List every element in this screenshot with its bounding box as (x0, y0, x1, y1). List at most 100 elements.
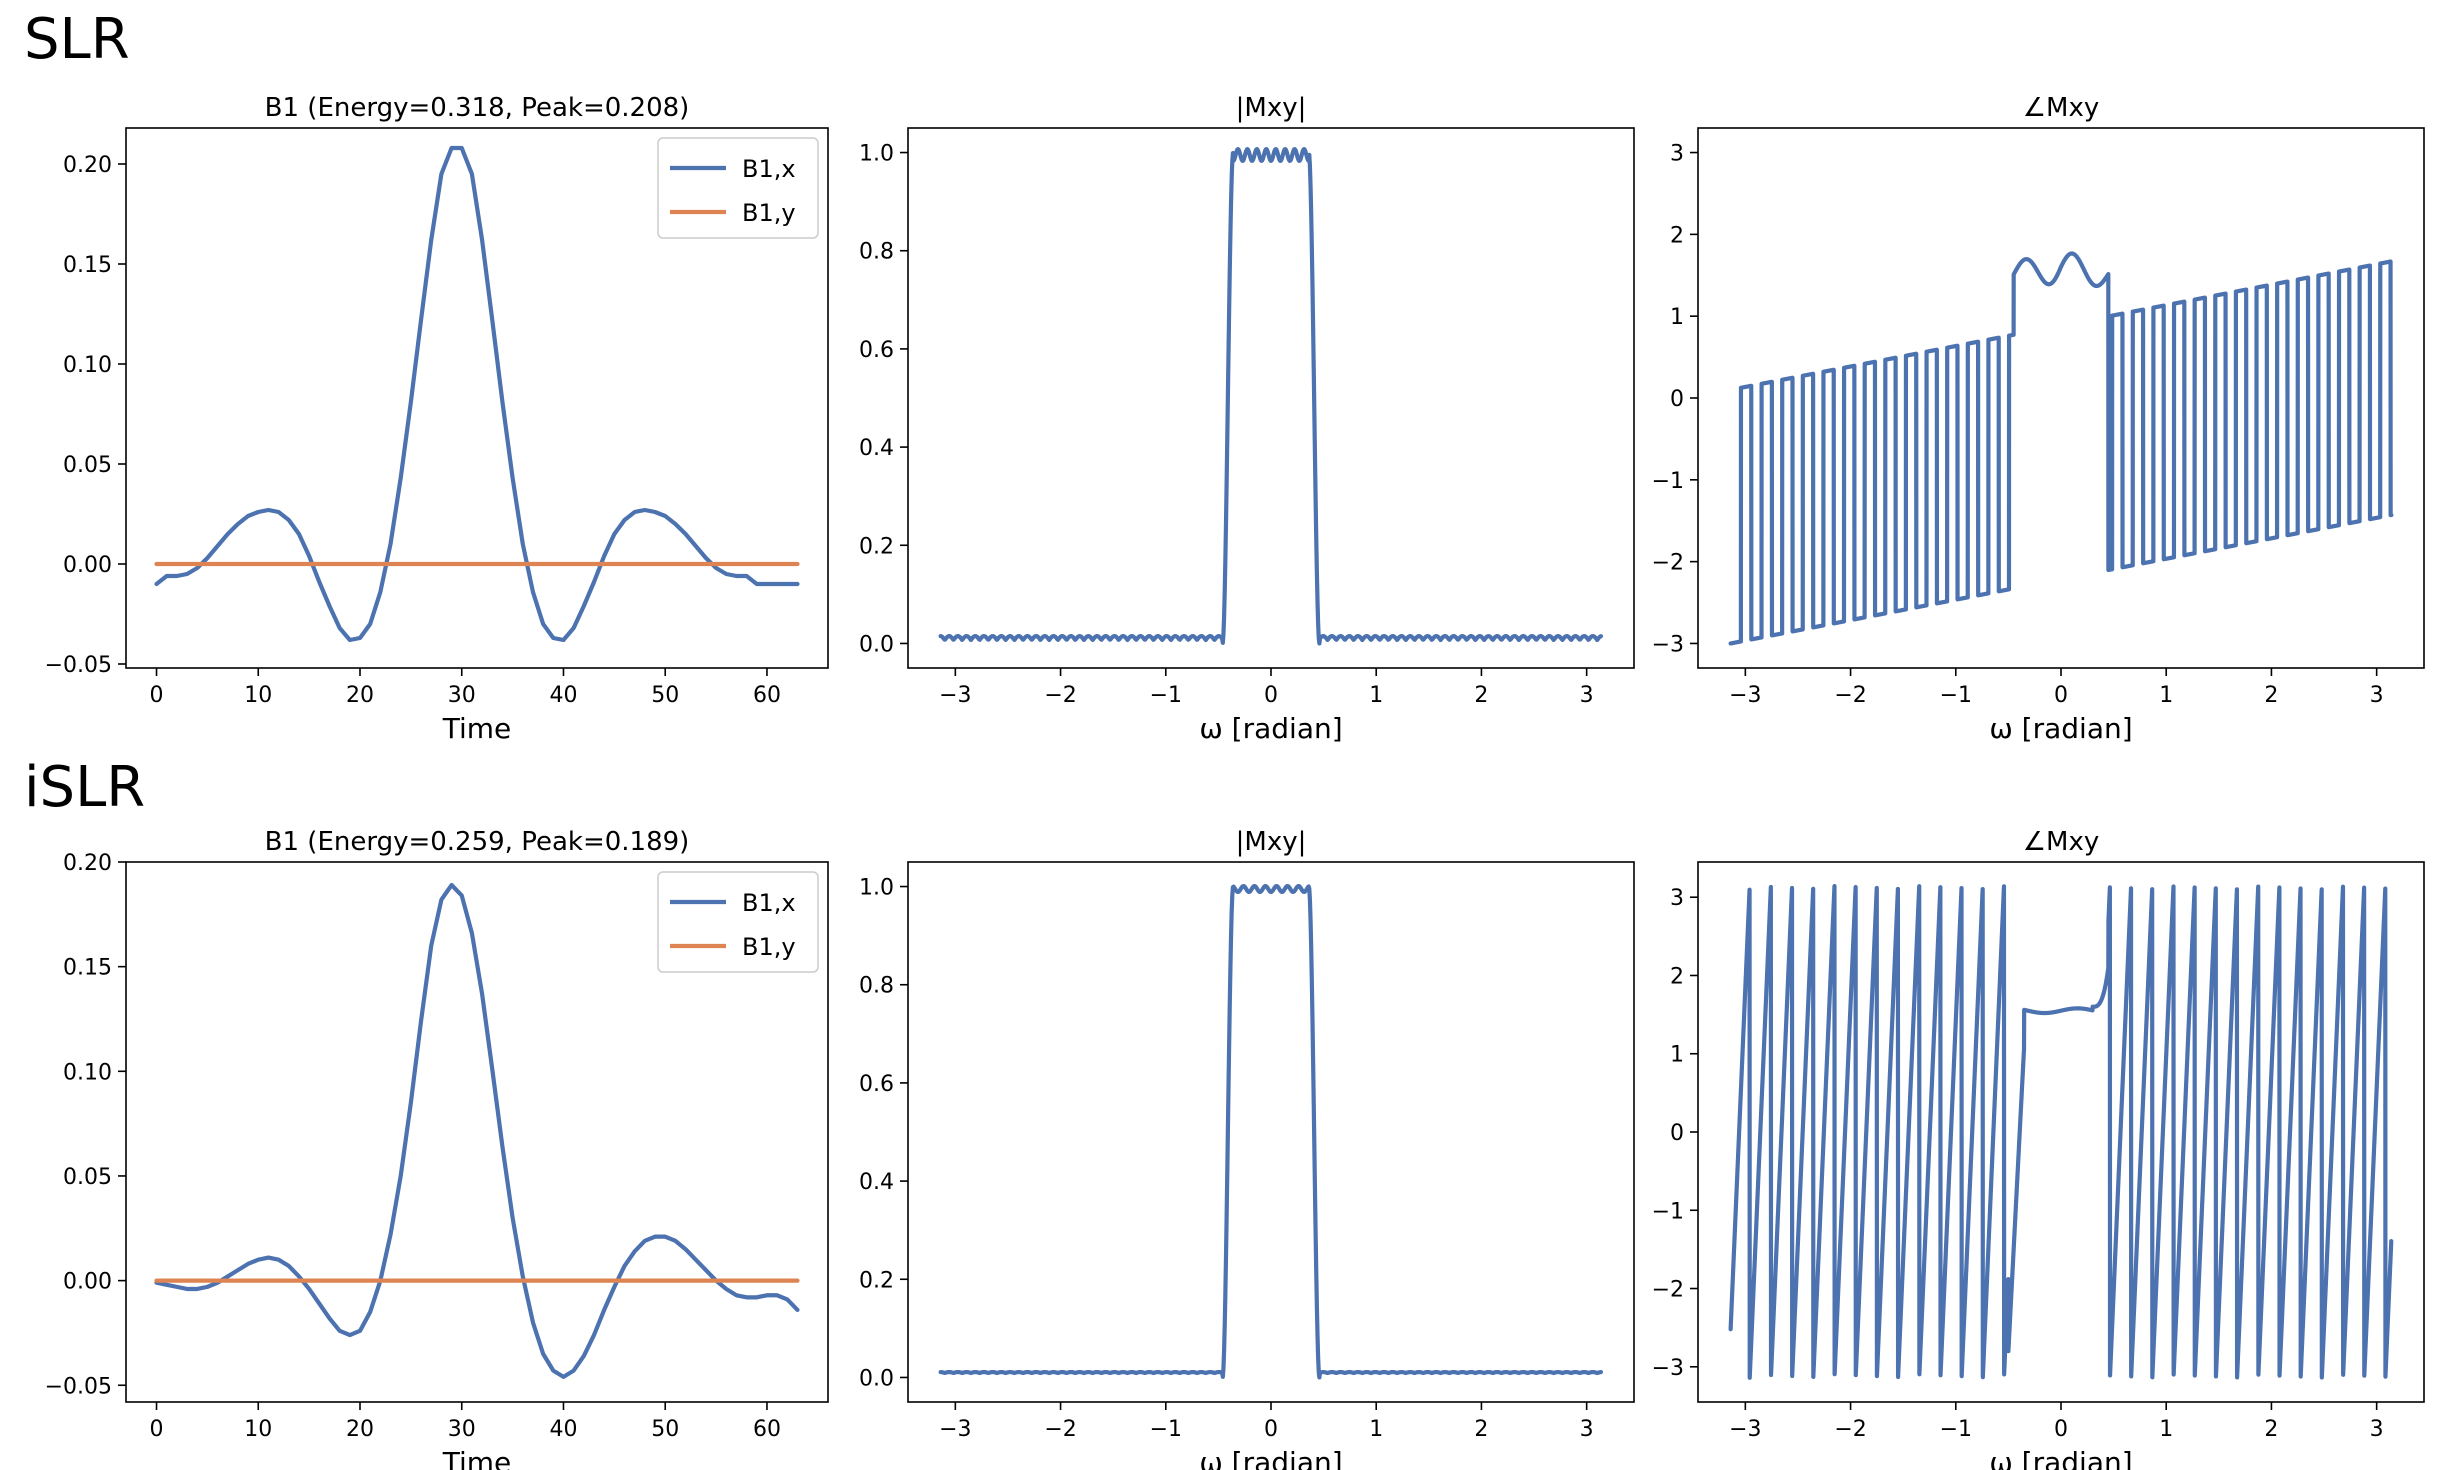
y-tick-label: 3 (1670, 142, 1684, 167)
y-tick-label: 0.0 (859, 1366, 894, 1391)
legend-label: B1,y (742, 933, 796, 961)
x-tick-label: 60 (753, 1417, 781, 1442)
y-tick-label: −3 (1652, 632, 1684, 657)
y-tick-label: 0.0 (859, 632, 894, 657)
axes-frame (1697, 127, 2425, 669)
panel-r1-c1: −3 −2 −1 0 1 2 3 0.0 0.2 0.4 0.6 0.8 1.0 |Mxy| ω [radi… (859, 827, 1635, 1470)
y-tick-label: 0 (1670, 1121, 1684, 1146)
axes-frame (1697, 861, 2425, 1403)
y-tick-label: 1 (1670, 1043, 1684, 1068)
y-tick-label: −0.05 (45, 653, 112, 678)
y-tick-label: 0.05 (63, 453, 112, 478)
x-tick-label: 3 (2370, 683, 2384, 708)
y-tick-label: 0.4 (859, 1170, 894, 1195)
x-axis-label: ω [radian] (1199, 712, 1342, 745)
panel-r0-c2: −3 −2 −1 0 1 2 3 −3 −2 −1 0 1 2 3 ∠Mxy ω [radian] (1652, 93, 2425, 745)
x-tick-label: 1 (2159, 683, 2173, 708)
y-tick-label: 0.15 (63, 253, 112, 278)
x-tick-label: −1 (1940, 1417, 1972, 1442)
panel-r1-c0: 0 10 20 30 40 50 60 −0.05 0.00 0.05 0.10 0.15 0.20 B1… (45, 827, 829, 1470)
axes-frame (125, 127, 829, 669)
x-tick-label: −2 (1044, 683, 1076, 708)
series-group (1728, 884, 2394, 1380)
x-axis-label: Time (442, 1446, 512, 1470)
x-tick-label: 0 (2054, 1417, 2068, 1442)
x-tick-label: 20 (346, 683, 374, 708)
x-tick-label: 0 (150, 683, 164, 708)
panel-title: ∠Mxy (2023, 827, 2100, 857)
panel-title: ∠Mxy (2023, 93, 2100, 123)
panel-title: B1 (Energy=0.318, Peak=0.208) (265, 93, 690, 123)
panel-title: |Mxy| (1236, 93, 1307, 123)
x-tick-label: 3 (1580, 683, 1594, 708)
y-tick-label: −1 (1652, 469, 1684, 494)
x-tick-label: 40 (549, 1417, 577, 1442)
series-group (938, 883, 1604, 1380)
x-tick-label: 3 (1580, 1417, 1594, 1442)
y-tick-label: 1.0 (859, 876, 894, 901)
series-line-mxy (938, 147, 1604, 646)
panel-r0-c1: −3 −2 −1 0 1 2 3 0.0 0.2 0.4 0.6 0.8 1.0 |Mxy| ω [radi… (859, 93, 1635, 745)
x-tick-label: 2 (2264, 683, 2278, 708)
axes-frame (907, 127, 1635, 669)
x-tick-label: 50 (651, 1417, 679, 1442)
y-tick-label: 0 (1670, 387, 1684, 412)
row-label-slr: SLR (24, 7, 130, 72)
series-group (938, 147, 1604, 646)
y-tick-label: 0.6 (859, 1072, 894, 1097)
y-tick-label: 0.10 (63, 1060, 112, 1085)
x-tick-label: 60 (753, 683, 781, 708)
x-tick-label: −1 (1940, 683, 1972, 708)
x-tick-label: 1 (2159, 1417, 2173, 1442)
panel-title: |Mxy| (1236, 827, 1307, 857)
x-tick-label: 20 (346, 1417, 374, 1442)
y-tick-label: 1 (1670, 305, 1684, 330)
panel-r1-c2: −3 −2 −1 0 1 2 3 −3 −2 −1 0 1 2 3 ∠Mxy ω [radian] (1652, 827, 2425, 1470)
y-tick-label: −0.05 (45, 1374, 112, 1399)
y-tick-label: 2 (1670, 223, 1684, 248)
y-tick-label: 0.2 (859, 534, 894, 559)
y-tick-label: 2 (1670, 964, 1684, 989)
x-axis-label: Time (442, 712, 512, 745)
y-tick-label: 0.00 (63, 1270, 112, 1295)
x-tick-label: 2 (2264, 1417, 2278, 1442)
y-tick-label: −1 (1652, 1199, 1684, 1224)
legend-label: B1,x (742, 889, 796, 917)
x-tick-label: 0 (150, 1417, 164, 1442)
series-line-mxy (1728, 884, 2394, 1380)
y-tick-label: 0.4 (859, 436, 894, 461)
x-tick-label: −3 (1729, 683, 1761, 708)
series-line-mxy (1728, 251, 2394, 646)
y-tick-label: 0.00 (63, 553, 112, 578)
axes-frame (125, 861, 829, 1403)
panel-title: B1 (Energy=0.259, Peak=0.189) (265, 827, 690, 857)
x-tick-label: 1 (1369, 1417, 1383, 1442)
series-group (1728, 251, 2394, 646)
x-tick-label: −2 (1044, 1417, 1076, 1442)
x-tick-label: 0 (2054, 683, 2068, 708)
x-tick-label: 1 (1369, 683, 1383, 708)
legend-label: B1,x (742, 155, 796, 183)
x-tick-label: 10 (244, 1417, 272, 1442)
series-group (154, 882, 800, 1379)
x-tick-label: 50 (651, 683, 679, 708)
x-tick-label: 0 (1264, 683, 1278, 708)
x-tick-label: 30 (448, 683, 476, 708)
plot-grid: 0 10 20 30 40 50 60−0.050.000.050.100.150.20B1… (45, 93, 2425, 1470)
y-tick-label: −2 (1652, 551, 1684, 576)
x-axis-label: ω [radian] (1989, 712, 2132, 745)
y-tick-label: 0.15 (63, 956, 112, 981)
x-tick-label: −2 (1834, 1417, 1866, 1442)
x-tick-label: −2 (1834, 683, 1866, 708)
y-tick-label: 0.2 (859, 1268, 894, 1293)
y-tick-label: 0.05 (63, 1165, 112, 1190)
x-tick-label: 3 (2370, 1417, 2384, 1442)
y-tick-label: −2 (1652, 1278, 1684, 1303)
y-tick-label: 0.20 (63, 153, 112, 178)
x-tick-label: 40 (549, 683, 577, 708)
x-axis-label: ω [radian] (1199, 1446, 1342, 1470)
x-tick-label: 2 (1474, 1417, 1488, 1442)
x-axis-label: ω [radian] (1989, 1446, 2132, 1470)
y-tick-label: −3 (1652, 1356, 1684, 1381)
